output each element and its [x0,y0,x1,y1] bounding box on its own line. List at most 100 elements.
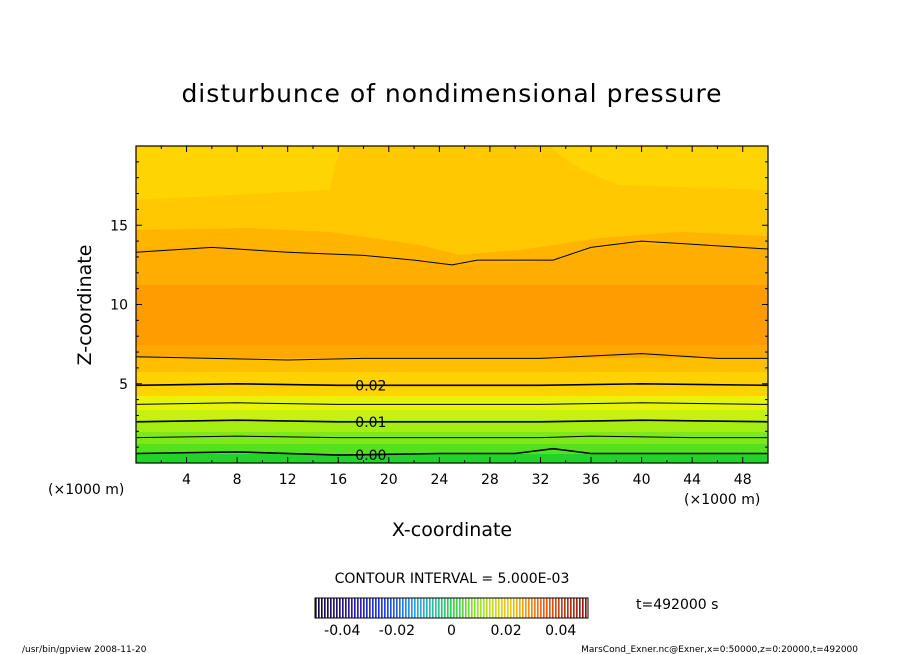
colorbar-swatch [519,598,521,618]
colorbar-swatch [510,598,512,618]
colorbar-tick-label: -0.02 [379,623,415,639]
colorbar-swatch [417,598,419,618]
colorbar-tick-label: 0 [447,623,456,639]
colorbar-swatch [318,598,320,618]
colorbar-swatch [501,598,503,618]
time-label: t=492000 s [636,597,718,613]
x-tick-label: 36 [582,472,600,488]
colorbar-swatch [384,598,386,618]
colorbar-swatch [429,598,431,618]
contour-line [136,382,768,387]
contour-line [136,435,768,439]
colorbar-swatch [474,598,476,618]
x-unit-label-left: (×1000 m) [48,482,124,498]
colorbar-swatch [537,598,539,618]
colorbar-swatch [498,598,500,618]
x-tick-label: 12 [279,472,297,488]
colorbar-swatch [531,598,533,618]
colorbar-swatch [408,598,410,618]
colorbar-swatch [459,598,461,618]
x-tick-label: 16 [329,472,347,488]
colorbar-swatch [396,598,398,618]
colorbar-swatch [420,598,422,618]
footer-right: MarsCond_Exner.nc@Exner,x=0:50000,z=0:20… [581,645,858,654]
colorbar-swatch [486,598,488,618]
colorbar-swatch [477,598,479,618]
colorbar-swatch [366,598,368,618]
colorbar-swatch [360,598,362,618]
contour-line [136,240,768,266]
colorbar-swatch [468,598,470,618]
colorbar-swatch [561,598,563,618]
colorbar-swatch [564,598,566,618]
colorbar-swatch [462,598,464,618]
colorbar-swatch [345,598,347,618]
x-tick-label: 40 [633,472,651,488]
colorbar-swatch [525,598,527,618]
x-axis-title: X-coordinate [392,519,512,541]
colorbar-swatch [354,598,356,618]
colorbar-swatch [348,598,350,618]
colorbar-swatch [351,598,353,618]
colorbar-tick-label: 0.04 [545,623,576,639]
colorbar-ticks: -0.04 -0.02 0 0.02 0.04 [324,623,576,639]
contour-line [136,419,768,423]
colorbar-swatch [513,598,515,618]
x-tick-label: 32 [532,472,550,488]
contour-line [136,353,768,361]
colorbar-swatch [381,598,383,618]
colorbar-swatch [378,598,380,618]
x-tick-label: 20 [380,472,398,488]
colorbar-swatch [573,598,575,618]
colorbar-swatch [540,598,542,618]
x-unit-label-right: (×1000 m) [684,492,760,508]
contour-interval: CONTOUR INTERVAL = 5.000E-03 [335,571,570,587]
colorbar [315,598,587,618]
colorbar-swatch [402,598,404,618]
colorbar-swatch [480,598,482,618]
colorbar-swatch [447,598,449,618]
colorbar-swatch [405,598,407,618]
colorbar-swatch [495,598,497,618]
colorbar-swatch [327,598,329,618]
colorbar-swatch [435,598,437,618]
chart-title: disturbunce of nondimensional pressure [181,79,722,108]
contour-line [136,402,768,405]
colorbar-swatch [516,598,518,618]
colorbar-swatch [357,598,359,618]
colorbar-swatch [432,598,434,618]
colorbar-swatch [321,598,323,618]
colorbar-swatch [333,598,335,618]
colorbar-swatch [456,598,458,618]
y-tick-label: 5 [119,377,128,393]
colorbar-swatch [534,598,536,618]
colorbar-swatch [441,598,443,618]
colorbar-swatch [558,598,560,618]
colorbar-swatch [387,598,389,618]
colorbar-swatch [342,598,344,618]
colorbar-swatch [552,598,554,618]
colorbar-swatch [426,598,428,618]
colorbar-swatch [450,598,452,618]
colorbar-swatch [489,598,491,618]
colorbar-swatch [504,598,506,618]
colorbar-swatch [483,598,485,618]
colorbar-swatch [471,598,473,618]
colorbar-swatch [444,598,446,618]
contour-labels: 0.02 0.01 0.00 [355,378,386,464]
colorbar-swatch [423,598,425,618]
y-tick-label: 15 [110,218,128,234]
colorbar-swatch [549,598,551,618]
x-tick-label: 28 [481,472,499,488]
x-tick-label: 8 [233,472,242,488]
contour-label: 0.01 [355,415,386,431]
colorbar-swatch [369,598,371,618]
colorbar-swatch [453,598,455,618]
colorbar-swatch [339,598,341,618]
contour-label: 0.00 [355,448,386,464]
colorbar-swatch [315,598,317,618]
colorbar-swatch [399,598,401,618]
colorbar-swatch [543,598,545,618]
colorbar-swatch [492,598,494,618]
